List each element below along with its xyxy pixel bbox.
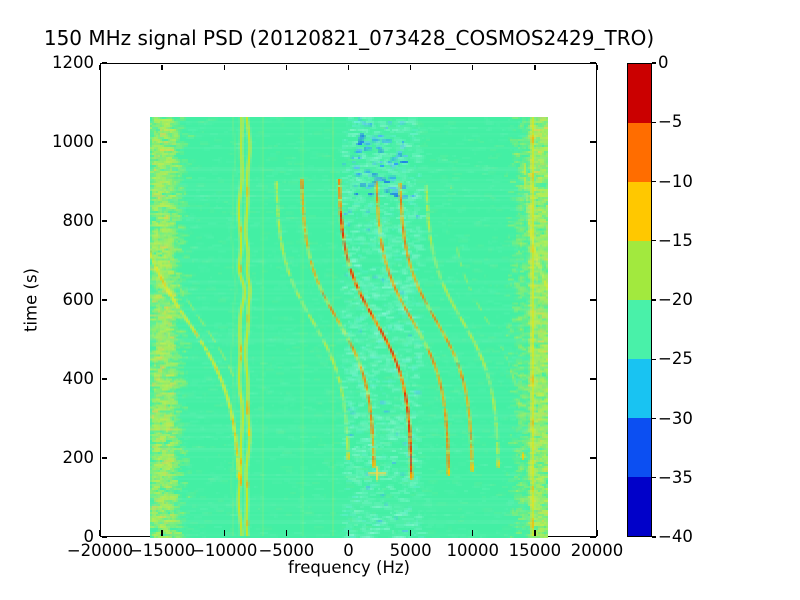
x-tick-label: 5000 xyxy=(389,541,432,560)
y-tick-mark xyxy=(590,457,596,459)
x-tick-label: 0 xyxy=(343,541,354,560)
x-tick-mark xyxy=(409,64,412,70)
x-tick-label: 15000 xyxy=(508,541,562,560)
y-tick-mark xyxy=(590,299,596,301)
y-tick-mark xyxy=(101,378,107,380)
colorbar-tick-label: −10 xyxy=(658,171,693,191)
colorbar-tick-label: −20 xyxy=(658,290,693,309)
colorbar-tick-label: −5 xyxy=(658,112,683,132)
y-tick-mark xyxy=(101,536,107,538)
x-tick-mark xyxy=(99,64,101,70)
x-tick-mark xyxy=(472,530,474,536)
colorbar-segment xyxy=(628,300,651,359)
colorbar-tick-mark xyxy=(652,477,656,479)
colorbar-tick-label: −15 xyxy=(658,230,693,250)
x-tick-label: −20000 xyxy=(66,541,134,560)
y-tick-label: 600 xyxy=(62,290,95,309)
colorbar-tick-mark xyxy=(652,536,656,538)
y-tick-label: 400 xyxy=(62,369,95,388)
colorbar-segment xyxy=(628,418,651,477)
colorbar-tick-mark xyxy=(652,358,656,360)
colorbar-segment xyxy=(628,182,651,241)
colorbar-segment xyxy=(628,477,651,536)
x-tick-mark xyxy=(285,64,288,70)
x-tick-mark xyxy=(596,530,598,536)
y-tick-label: 800 xyxy=(62,211,95,230)
x-tick-label: −10000 xyxy=(191,541,258,560)
x-tick-mark xyxy=(534,530,536,536)
colorbar-tick-mark xyxy=(652,121,656,123)
y-tick-label: 200 xyxy=(62,448,95,467)
colorbar-tick-label: −30 xyxy=(658,408,693,428)
colorbar-segment xyxy=(628,123,651,182)
y-tick-mark xyxy=(101,457,107,459)
x-tick-mark xyxy=(223,64,225,70)
x-tick-mark xyxy=(285,530,288,536)
x-tick-label: 10000 xyxy=(446,541,500,560)
colorbar-tick-label: −40 xyxy=(658,527,693,546)
x-tick-mark xyxy=(409,530,412,536)
x-tick-mark xyxy=(99,530,101,536)
y-tick-mark xyxy=(590,62,596,64)
y-tick-mark xyxy=(590,378,596,380)
x-axis-label: frequency (Hz) xyxy=(288,558,410,577)
x-tick-mark xyxy=(472,64,474,70)
x-tick-label: 20000 xyxy=(570,541,624,560)
chart-title: 150 MHz signal PSD (20120821_073428_COSM… xyxy=(43,26,655,50)
x-tick-label: −5000 xyxy=(258,541,315,560)
x-tick-label: −15000 xyxy=(128,541,196,560)
y-tick-mark xyxy=(101,62,107,64)
y-tick-mark xyxy=(101,141,107,143)
y-tick-mark xyxy=(590,536,596,538)
colorbar-tick-mark xyxy=(652,62,656,64)
y-tick-label: 1200 xyxy=(52,53,94,72)
colorbar-tick-label: −35 xyxy=(658,467,693,487)
colorbar-segment xyxy=(628,241,651,300)
colorbar-segment xyxy=(628,64,651,123)
x-tick-mark xyxy=(534,64,536,70)
y-tick-mark xyxy=(101,220,107,222)
colorbar-tick-label: 0 xyxy=(658,53,669,72)
colorbar-tick-mark xyxy=(652,180,656,183)
spectrogram-image xyxy=(150,117,548,538)
colorbar-tick-label: −25 xyxy=(658,349,693,369)
y-tick-mark xyxy=(590,220,596,222)
colorbar-tick-mark xyxy=(652,417,656,420)
y-tick-mark xyxy=(101,299,107,301)
y-tick-label: 0 xyxy=(83,527,95,546)
x-tick-mark xyxy=(223,530,225,536)
y-tick-mark xyxy=(590,141,596,143)
colorbar-tick-mark xyxy=(652,299,656,301)
colorbar-tick-mark xyxy=(652,240,656,242)
colorbar-segment xyxy=(628,359,651,418)
x-tick-mark xyxy=(347,530,350,536)
x-tick-mark xyxy=(347,64,350,70)
y-tick-label: 1000 xyxy=(52,132,94,151)
colorbar xyxy=(627,63,652,537)
x-tick-mark xyxy=(161,64,163,70)
x-tick-mark xyxy=(596,64,598,70)
x-tick-mark xyxy=(161,530,163,536)
